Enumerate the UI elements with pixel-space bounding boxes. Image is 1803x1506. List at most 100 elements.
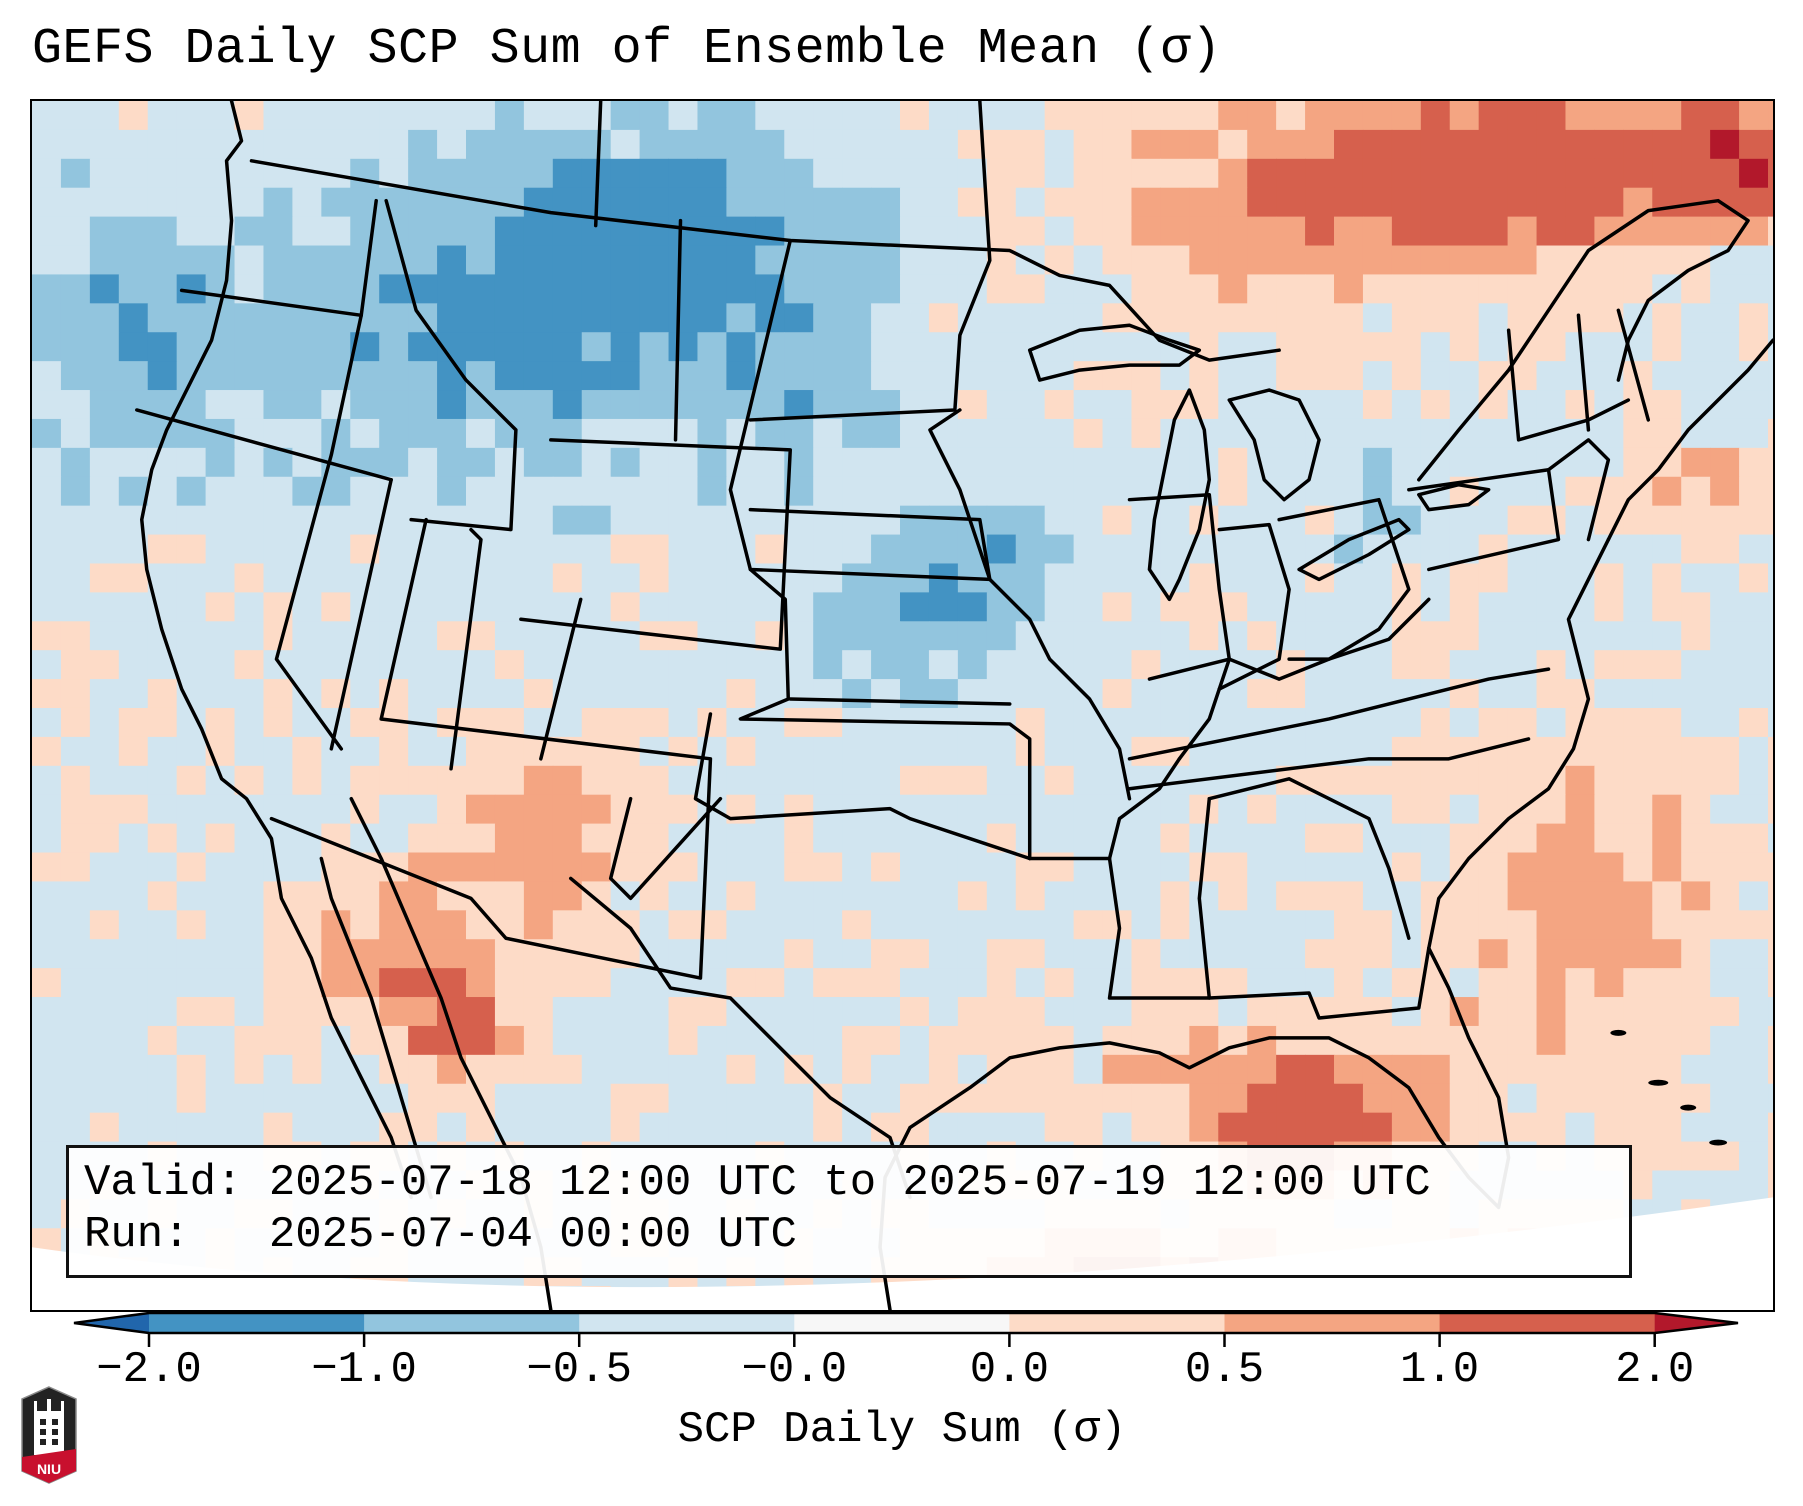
scp-grid-cell (1362, 1025, 1393, 1056)
scp-grid-cell (900, 939, 930, 969)
scp-grid-cell (466, 852, 496, 882)
colorbar (73, 1311, 1739, 1347)
scp-grid-cell (1073, 563, 1104, 593)
scp-grid-cell (610, 303, 641, 333)
lake-erie (1297, 517, 1411, 582)
scp-grid-cell (1305, 361, 1335, 391)
scp-grid-cell (1710, 707, 1740, 738)
scp-grid-cell (1015, 303, 1046, 333)
scp-grid-cell (1536, 390, 1566, 420)
scp-grid-cell (986, 1083, 1017, 1114)
map-canvas (32, 101, 1773, 1310)
scp-grid-cell (466, 679, 496, 709)
scp-grid-cell (813, 418, 843, 449)
scp-grid-cell (466, 274, 496, 304)
scp-grid-cell (523, 968, 554, 998)
scp-grid-cell (147, 1054, 178, 1085)
scp-grid-cell (986, 650, 1017, 680)
scp-grid-layer (32, 101, 1773, 1310)
scp-grid-cell (1623, 939, 1653, 969)
scp-grid-cell (234, 910, 264, 940)
scp-grid-cell (1044, 823, 1075, 854)
scp-grid-cell (1015, 968, 1046, 998)
scp-grid-cell (1449, 129, 1480, 160)
scp-grid-cell (957, 332, 988, 362)
scp-grid-cell (1131, 910, 1161, 940)
scp-grid-cell (1565, 158, 1595, 189)
scp-grid-cell (89, 447, 120, 478)
scp-grid-cell (437, 852, 467, 882)
scp-grid-cell (1044, 1083, 1075, 1114)
scp-grid-cell (928, 158, 959, 189)
scp-grid-cell (118, 303, 149, 333)
scp-grid-cell (1449, 390, 1480, 420)
state-border (1407, 468, 1561, 572)
scp-grid-cell (1507, 1025, 1538, 1056)
scp-grid-cell (986, 418, 1017, 449)
scp-grid-cell (1594, 621, 1624, 651)
scp-grid-cell (523, 794, 554, 825)
scp-grid-cell (1276, 1083, 1306, 1114)
run-value: 2025-07-04 00:00 UTC (268, 1210, 797, 1260)
scp-grid-cell (871, 447, 901, 478)
scp-grid-cell (1247, 968, 1277, 998)
scp-grid-cell (957, 592, 988, 622)
scp-grid-cell (1334, 765, 1364, 796)
scp-grid-cell (234, 1083, 264, 1114)
scp-grid-cell (1478, 534, 1509, 564)
scp-grid-cell (147, 303, 178, 333)
scp-grid-cell (1681, 707, 1711, 738)
state-border (1027, 757, 1182, 861)
scp-grid-cell (1478, 390, 1509, 420)
scp-grid-cell (1420, 303, 1451, 333)
scp-grid-cell (89, 245, 120, 275)
scp-grid-cell (842, 216, 872, 247)
scp-grid-cell (1334, 1112, 1364, 1143)
scp-grid-cell (147, 1083, 178, 1114)
scp-grid-cell (957, 968, 988, 998)
scp-grid-cell (1710, 1170, 1740, 1200)
scp-grid-cell (900, 476, 930, 507)
scp-grid-cell (408, 361, 438, 391)
scp-grid-cell (1739, 390, 1769, 420)
scp-grid-cell (1334, 216, 1364, 247)
scp-grid-cell (234, 1054, 264, 1085)
scp-grid-cell (1131, 736, 1161, 767)
scp-grid-cell (89, 274, 120, 304)
scp-grid-cell (1073, 592, 1104, 622)
scp-grid-cell (292, 129, 322, 160)
scp-grid-cell (1739, 910, 1769, 940)
scp-grid-cell (32, 707, 62, 738)
scp-grid-cell (1623, 216, 1653, 247)
scp-grid-cell (697, 274, 727, 304)
logo-spires (34, 1399, 64, 1411)
scp-grid-cell (408, 794, 438, 825)
scp-grid-cell (1073, 650, 1104, 680)
scp-grid-cell (697, 158, 727, 189)
scp-grid-cell (813, 736, 843, 767)
scp-grid-cell (1073, 1083, 1104, 1114)
scp-grid-cell (581, 765, 612, 796)
scp-grid-cell (494, 303, 525, 333)
scp-grid-cell (1565, 216, 1595, 247)
scp-grid-cell (639, 765, 670, 796)
scp-grid-cell (1218, 852, 1248, 882)
scp-grid-cell (1276, 939, 1306, 969)
scp-grid-cell (437, 1083, 467, 1114)
scp-grid-cell (350, 1025, 380, 1056)
scp-grid-cell (147, 129, 178, 160)
scp-grid-cell (1681, 1112, 1711, 1143)
scp-grid-cell (523, 534, 554, 564)
valid-run-info-box: Valid: 2025-07-18 12:00 UTC to 2025-07-1… (66, 1145, 1632, 1278)
scp-grid-cell (552, 563, 583, 593)
scp-grid-cell (986, 939, 1017, 969)
state-border (1107, 796, 1212, 1000)
scp-grid-cell (1768, 881, 1773, 911)
scp-grid-cell (1015, 621, 1046, 651)
scp-grid-cell (957, 939, 988, 969)
scp-grid-cell (697, 476, 727, 507)
scp-grid-cell (1739, 765, 1769, 796)
scp-grid-cell (494, 736, 525, 767)
scp-grid-cell (1710, 332, 1740, 362)
scp-grid-cell (842, 447, 872, 478)
